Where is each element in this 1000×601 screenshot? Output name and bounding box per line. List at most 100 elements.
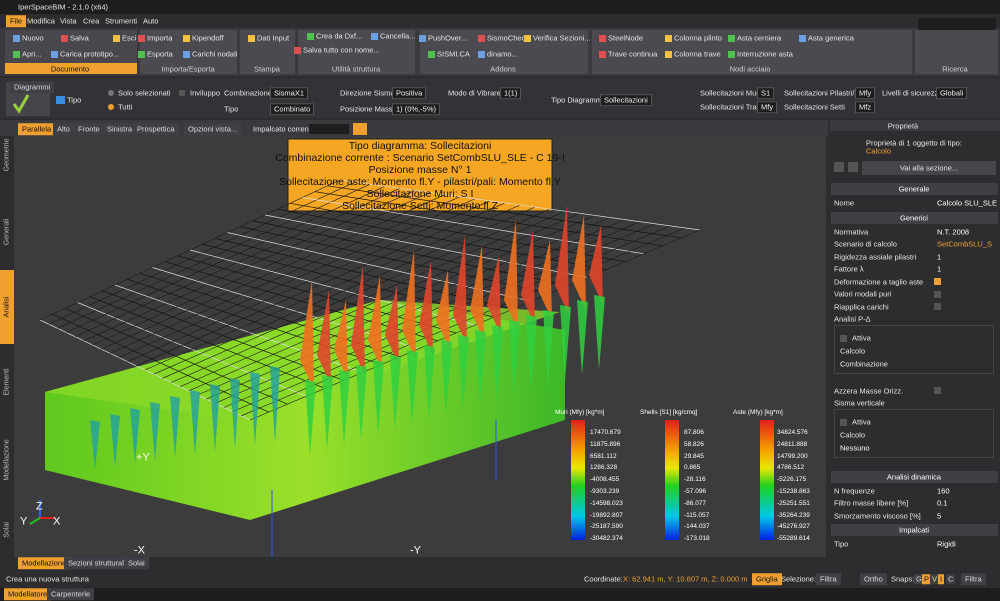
- viewport-tab[interactable]: Sezioni strutturali: [64, 557, 130, 569]
- ribbon-button[interactable]: SismoCheck: [487, 33, 530, 43]
- checkbox[interactable]: [179, 90, 185, 96]
- ribbon-button[interactable]: PushOver...: [428, 33, 468, 43]
- button[interactable]: Filtra: [816, 573, 841, 585]
- menu-item[interactable]: Modifica: [27, 16, 55, 26]
- dropdown[interactable]: 1(1): [500, 87, 522, 99]
- ribbon-button[interactable]: Salva: [70, 33, 89, 43]
- button[interactable]: Filtra: [961, 573, 986, 585]
- radio-label[interactable]: Tutti: [118, 102, 133, 112]
- toggle-button[interactable]: Ortho: [860, 573, 887, 585]
- goto-button[interactable]: [862, 161, 996, 175]
- property-value[interactable]: Rigidi: [937, 539, 956, 549]
- app-tab[interactable]: Modellatore: [4, 588, 52, 600]
- property-value[interactable]: 5: [937, 510, 942, 520]
- menu-item[interactable]: Auto: [143, 16, 159, 26]
- property-value[interactable]: SetCombSLU_S: [937, 239, 993, 249]
- side-tab[interactable]: Analisi: [3, 296, 11, 318]
- snap-toggle[interactable]: P: [922, 574, 932, 584]
- menu-item[interactable]: Vista: [60, 16, 77, 26]
- ribbon-button[interactable]: Colonna plinto: [674, 33, 722, 43]
- ribbon-button[interactable]: Carichi nodali: [192, 49, 238, 59]
- ribbon-button[interactable]: Dati Input: [257, 33, 290, 43]
- view-tab[interactable]: Alto: [53, 123, 74, 135]
- ribbon-button[interactable]: Carica prototipo...: [60, 49, 120, 59]
- side-tab[interactable]: Modellazione: [3, 439, 11, 481]
- ribbon-button[interactable]: Crea da Dxf...: [316, 31, 363, 41]
- radio[interactable]: [108, 90, 114, 96]
- checkbox[interactable]: [934, 278, 941, 285]
- snap-toggle[interactable]: V: [930, 574, 940, 584]
- property-value[interactable]: Calcolo SLU_SLE: [937, 198, 998, 208]
- dropdown[interactable]: S1: [757, 87, 775, 99]
- dropdown[interactable]: Positiva: [392, 87, 427, 99]
- ribbon-button[interactable]: SteelNode: [608, 33, 644, 43]
- snap-toggle[interactable]: I: [938, 574, 945, 584]
- ribbon-button[interactable]: Esporta: [147, 49, 173, 59]
- view-tab[interactable]: Opzioni vista...: [184, 123, 242, 135]
- nav-button[interactable]: [834, 162, 844, 172]
- view-tab[interactable]: Sinistra: [103, 123, 137, 135]
- nav-button[interactable]: [848, 162, 858, 172]
- dropdown[interactable]: Mfy: [757, 101, 778, 113]
- property-value[interactable]: N.T. 2008: [937, 226, 970, 236]
- snap-toggle[interactable]: G: [914, 574, 924, 584]
- model-shape: [130, 408, 140, 464]
- ribbon-button[interactable]: Cancella...: [380, 31, 416, 41]
- button-label[interactable]: Tipo: [67, 95, 82, 105]
- menu-item[interactable]: File: [6, 15, 27, 27]
- checkbox[interactable]: [934, 290, 941, 298]
- ribbon-button[interactable]: Verifica Sezioni...: [533, 33, 591, 43]
- dropdown[interactable]: Globali: [936, 87, 968, 99]
- checkbox-label[interactable]: Inviluppo: [190, 88, 221, 98]
- snap-toggle[interactable]: C: [946, 574, 956, 584]
- property-value[interactable]: Nessuno: [840, 443, 870, 453]
- ribbon-button[interactable]: Interruzione asta: [737, 49, 793, 59]
- side-tab[interactable]: Geometrie: [3, 138, 11, 172]
- dropdown[interactable]: 1) (0%,-5%): [392, 103, 441, 115]
- ribbon-button[interactable]: Salva tutto con nome...: [303, 45, 380, 55]
- app-tab[interactable]: Carpenterie: [47, 588, 95, 600]
- dropdown[interactable]: [309, 124, 349, 134]
- ribbon-button[interactable]: Apri...: [22, 49, 42, 59]
- dropdown[interactable]: Mfz: [855, 101, 876, 113]
- ribbon-button[interactable]: dinamo...: [487, 49, 518, 59]
- ribbon-button[interactable]: Asta generica: [808, 33, 854, 43]
- view-tab[interactable]: Fronte: [74, 123, 104, 135]
- ribbon-button[interactable]: SISMI.CA: [437, 49, 470, 59]
- view-tab[interactable]: Parallela: [18, 123, 56, 135]
- dropdown[interactable]: Combinato: [270, 103, 315, 115]
- menu-item[interactable]: Crea: [83, 16, 100, 26]
- viewport-tab[interactable]: Solai: [124, 557, 149, 569]
- side-tab[interactable]: Solai: [3, 522, 11, 538]
- radio-label[interactable]: Solo selezionati: [118, 88, 171, 98]
- property-value[interactable]: 160: [937, 485, 950, 495]
- viewport-tab[interactable]: Modellazione: [18, 557, 71, 569]
- toggle-button[interactable]: Griglia: [752, 573, 782, 585]
- ribbon-button[interactable]: Importa: [147, 33, 173, 43]
- ribbon-button[interactable]: Kipendoff: [192, 33, 224, 43]
- ribbon-button[interactable]: Asta cerniera: [737, 33, 782, 43]
- property-value[interactable]: 0.1: [937, 498, 948, 508]
- checkbox[interactable]: [840, 418, 847, 426]
- dropdown[interactable]: SismaX1: [270, 87, 309, 99]
- ribbon-button[interactable]: Nuovo: [22, 33, 44, 43]
- tool-button[interactable]: [353, 123, 367, 135]
- checkbox[interactable]: [934, 303, 941, 310]
- dropdown[interactable]: Mfy: [855, 87, 876, 99]
- checkbox[interactable]: [840, 334, 847, 342]
- side-tab[interactable]: Elementi: [3, 368, 11, 396]
- radio[interactable]: [108, 104, 114, 110]
- view-tab[interactable]: Prospettica: [133, 123, 179, 135]
- panel-tab[interactable]: Diagrammi: [10, 81, 55, 93]
- menu-item[interactable]: Strumenti: [105, 16, 138, 26]
- ribbon-button[interactable]: Colonna trave: [674, 49, 721, 59]
- ribbon-button[interactable]: Esci: [122, 33, 137, 43]
- goto-label[interactable]: Vai alla sezione...: [899, 163, 959, 173]
- checkbox[interactable]: [934, 387, 941, 394]
- ribbon-button[interactable]: Trave continua: [608, 49, 658, 59]
- property-value[interactable]: 1: [937, 251, 942, 261]
- dropdown[interactable]: Sollecitazioni: [600, 94, 652, 106]
- property-value[interactable]: 1: [937, 264, 942, 274]
- side-tab[interactable]: Generali: [3, 218, 11, 246]
